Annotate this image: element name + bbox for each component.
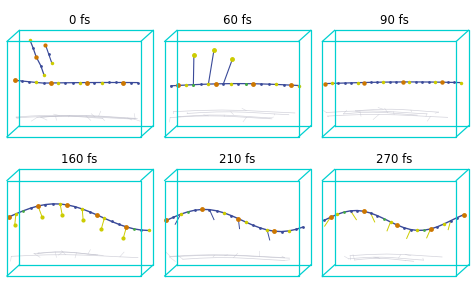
Text: 0 fs: 0 fs bbox=[69, 14, 90, 27]
Text: 210 fs: 210 fs bbox=[219, 153, 255, 166]
Text: 270 fs: 270 fs bbox=[376, 153, 413, 166]
Text: 90 fs: 90 fs bbox=[380, 14, 409, 27]
Text: 160 fs: 160 fs bbox=[61, 153, 98, 166]
Text: 60 fs: 60 fs bbox=[223, 14, 251, 27]
